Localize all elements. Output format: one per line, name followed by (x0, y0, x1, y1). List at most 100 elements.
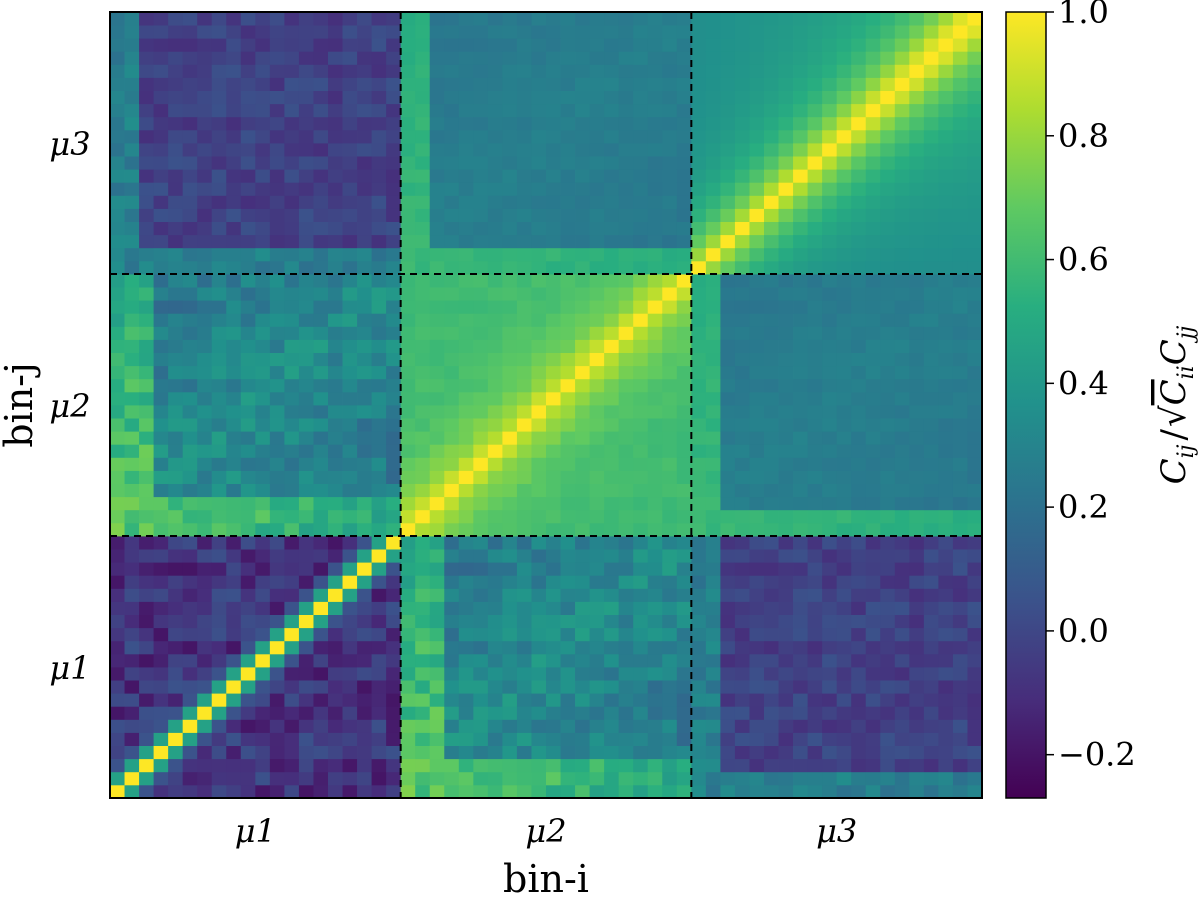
heatmap-cell (516, 287, 532, 301)
heatmap-cell (589, 588, 605, 602)
heatmap-cell (880, 640, 896, 655)
heatmap-cell (110, 287, 125, 301)
heatmap-cell (880, 771, 896, 786)
heatmap-cell (938, 313, 954, 327)
heatmap-cell (705, 745, 721, 760)
heatmap-cell (444, 457, 460, 471)
heatmap-cell (604, 614, 620, 629)
heatmap-cell (938, 300, 954, 314)
heatmap-cell (516, 25, 532, 39)
heatmap-cell (473, 90, 489, 105)
heatmap-cell (705, 470, 721, 484)
heatmap-cell (952, 143, 968, 157)
heatmap-cell (458, 745, 474, 760)
heatmap-cell (662, 588, 678, 602)
heatmap-cell (734, 418, 750, 432)
heatmap-cell (531, 640, 547, 655)
heatmap-cell (255, 549, 271, 563)
heatmap-cell (269, 680, 285, 694)
heatmap-cell (168, 156, 184, 170)
heatmap-cell (880, 444, 896, 458)
heatmap-cell (880, 509, 896, 524)
heatmap-cell (909, 627, 925, 642)
heatmap-cell (371, 444, 387, 458)
heatmap-cell (269, 391, 285, 406)
heatmap-cell (546, 470, 561, 484)
heatmap-cell (923, 444, 939, 458)
heatmap-cell (226, 522, 242, 537)
heatmap-cell (560, 601, 576, 615)
heatmap-cell (952, 12, 968, 26)
heatmap-cell (546, 483, 561, 498)
heatmap-cell (487, 784, 503, 799)
heatmap-cell (952, 313, 968, 327)
heatmap-cell (284, 182, 300, 196)
heatmap-cell (313, 378, 329, 393)
heatmap-cell (633, 431, 649, 445)
heatmap-cell (473, 496, 489, 511)
heatmap-cell (560, 247, 576, 262)
heatmap-cell (807, 103, 823, 118)
heatmap-cell (676, 509, 692, 524)
heatmap-cell (487, 169, 503, 183)
heatmap-cell (734, 470, 750, 484)
heatmap-cell (429, 496, 445, 511)
heatmap-cell (589, 496, 605, 511)
heatmap-cell (357, 706, 372, 720)
heatmap-cell (691, 300, 707, 314)
heatmap-cell (211, 169, 227, 183)
heatmap-cell (676, 627, 692, 642)
heatmap-cell (749, 509, 765, 524)
heatmap-cell (589, 221, 605, 236)
heatmap-cell (778, 522, 794, 537)
heatmap-cell (284, 365, 300, 380)
heatmap-cell (124, 536, 140, 550)
heatmap-cell (516, 575, 532, 589)
heatmap-cell (240, 627, 256, 642)
heatmap-cell (676, 287, 692, 301)
heatmap-cell (415, 234, 431, 249)
heatmap-cell (909, 103, 925, 118)
heatmap-cell (720, 103, 736, 118)
heatmap-cell (531, 732, 547, 746)
heatmap-cell (400, 640, 416, 655)
heatmap-cell (357, 457, 372, 471)
heatmap-cell (429, 719, 445, 733)
heatmap-cell (836, 549, 852, 563)
heatmap-cell (211, 522, 227, 537)
heatmap-cell (211, 234, 227, 249)
heatmap-cell (589, 143, 605, 157)
heatmap-cell (836, 536, 852, 550)
heatmap-cell (110, 25, 125, 39)
heatmap-cell (676, 693, 692, 707)
heatmap-cell (589, 444, 605, 458)
heatmap-cell (516, 640, 532, 655)
heatmap-cell (487, 208, 503, 222)
plot-frame (109, 11, 983, 799)
heatmap-cell (240, 300, 256, 314)
heatmap-cell (851, 51, 867, 65)
heatmap-cell (182, 457, 198, 471)
heatmap-cell (749, 483, 765, 498)
heatmap-cell (604, 51, 620, 65)
heatmap-cell (851, 38, 867, 52)
heatmap-cell (807, 326, 823, 340)
heatmap-cell (110, 719, 125, 733)
heatmap-cell (444, 221, 460, 236)
heatmap-cell (211, 352, 227, 367)
heatmap-cell (546, 64, 561, 78)
heatmap-cell (444, 365, 460, 380)
heatmap-cell (589, 719, 605, 733)
heatmap-cell (604, 12, 620, 26)
heatmap-cell (371, 418, 387, 432)
heatmap-cell (589, 509, 605, 524)
heatmap-cell (836, 221, 852, 236)
heatmap-cell (269, 274, 285, 288)
heatmap-cell (357, 732, 372, 746)
heatmap-cell (386, 509, 402, 524)
heatmap-cell (400, 51, 416, 65)
heatmap-cell (342, 483, 358, 498)
heatmap-cell (647, 706, 663, 720)
heatmap-cell (516, 522, 532, 537)
colorbar-tick-label: 0.2 (1058, 488, 1109, 526)
